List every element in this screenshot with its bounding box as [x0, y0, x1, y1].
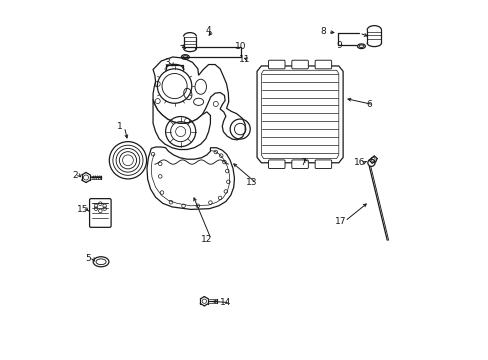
Text: 15: 15	[77, 205, 88, 214]
FancyBboxPatch shape	[314, 60, 331, 69]
Text: 7: 7	[299, 158, 305, 167]
Text: 4: 4	[205, 26, 211, 35]
FancyBboxPatch shape	[291, 60, 308, 69]
Text: 12: 12	[201, 235, 212, 244]
Polygon shape	[257, 66, 343, 163]
Text: 8: 8	[320, 27, 325, 36]
Text: 13: 13	[245, 178, 257, 187]
FancyBboxPatch shape	[268, 60, 285, 69]
FancyBboxPatch shape	[89, 199, 111, 227]
Polygon shape	[153, 99, 210, 149]
Text: 14: 14	[220, 298, 231, 307]
Text: 9: 9	[336, 41, 342, 50]
FancyBboxPatch shape	[291, 160, 308, 168]
Text: 6: 6	[366, 100, 371, 109]
Text: 5: 5	[85, 254, 91, 263]
Polygon shape	[147, 147, 234, 210]
FancyBboxPatch shape	[268, 160, 285, 168]
Text: 11: 11	[238, 55, 250, 64]
Text: 16: 16	[353, 158, 364, 167]
Polygon shape	[153, 57, 244, 140]
FancyBboxPatch shape	[314, 160, 331, 168]
Text: 2: 2	[72, 171, 78, 180]
Text: 17: 17	[334, 217, 346, 226]
Text: 3: 3	[164, 58, 170, 67]
Text: 10: 10	[235, 42, 246, 51]
Text: 1: 1	[117, 122, 122, 131]
